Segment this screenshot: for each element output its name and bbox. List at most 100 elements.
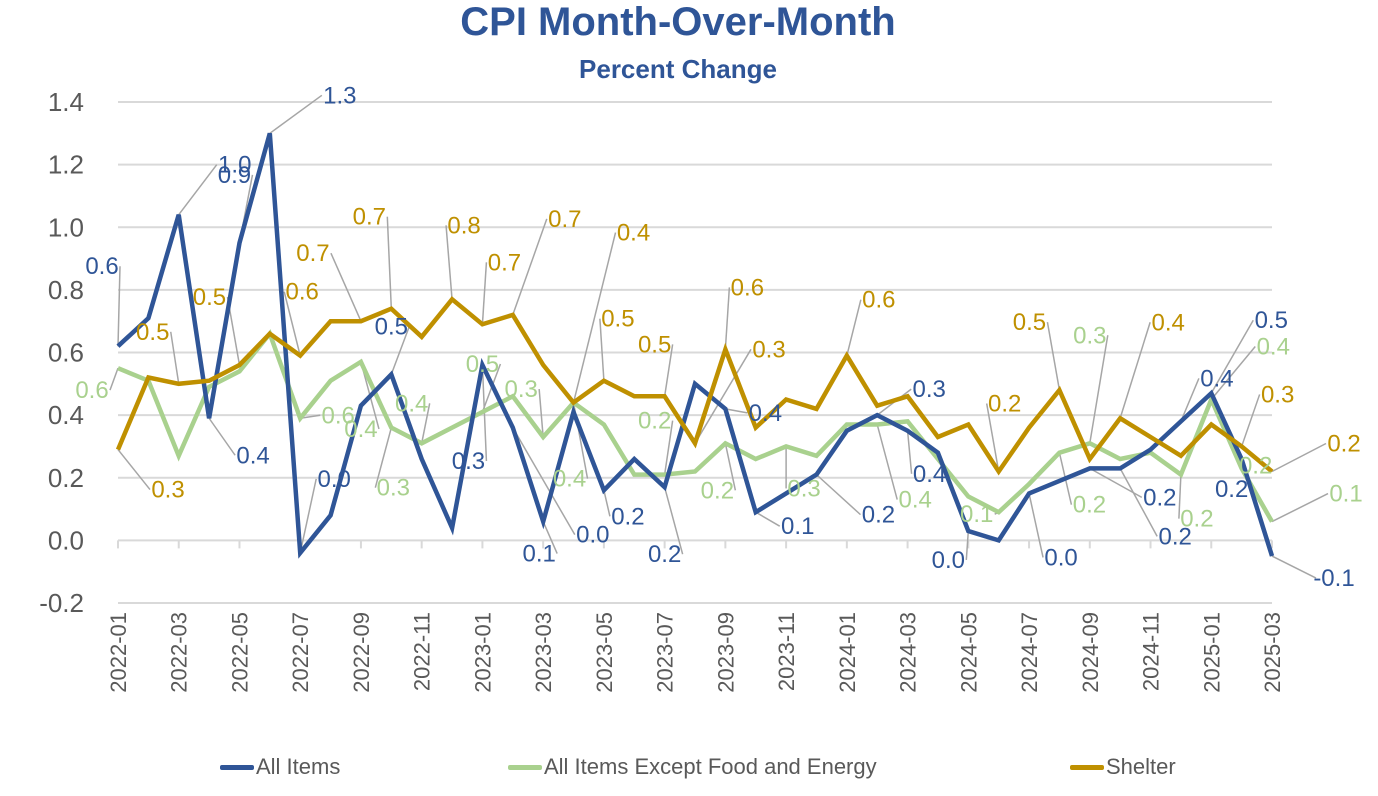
data-label: 0.6 [322, 402, 355, 429]
data-label: 0.5 [601, 306, 634, 333]
x-tick-label: 2025-03 [1260, 612, 1285, 693]
label-leader-line [117, 449, 151, 491]
data-label: 0.2 [701, 477, 734, 504]
data-label: 0.4 [1200, 365, 1233, 392]
data-label: 1.3 [323, 82, 356, 109]
data-label: 0.3 [1261, 381, 1294, 408]
legend-swatch-core [508, 764, 542, 770]
label-leader-line [1178, 474, 1182, 519]
data-label: 0.3 [452, 448, 485, 475]
data-label: 0.3 [787, 475, 820, 502]
data-label: 0.8 [447, 212, 480, 239]
data-label: 0.7 [548, 206, 581, 233]
label-leader-line [512, 218, 548, 316]
label-leader-line [1046, 321, 1061, 391]
label-leader-line [572, 232, 617, 403]
legend-label: Shelter [1106, 754, 1176, 779]
data-label: 0.2 [1215, 476, 1248, 503]
chart-title: CPI Month-Over-Month [460, 0, 896, 44]
label-leader-line [724, 443, 737, 491]
data-label: 0.5 [1255, 307, 1288, 334]
x-tick-label: 2023-11 [774, 612, 799, 691]
data-label: 0.9 [218, 162, 251, 189]
y-tick-label: 0.4 [48, 400, 84, 430]
x-tick-label: 2023-07 [653, 612, 678, 693]
label-leader-line [599, 318, 605, 381]
label-leader-line [876, 424, 898, 500]
label-leader-line [815, 474, 861, 516]
x-tick-label: 2023-09 [713, 612, 738, 693]
data-label: 0.2 [1158, 523, 1191, 550]
label-leader-line [117, 266, 121, 347]
series-line-all-items-except-food-and-energy [117, 329, 1274, 523]
label-leader-line [1089, 335, 1109, 444]
data-label: 0.1 [522, 541, 555, 568]
label-leader-line [1119, 322, 1151, 419]
x-tick-label: 2023-03 [531, 612, 556, 693]
label-leader-line [481, 262, 488, 325]
data-label: 0.4 [236, 442, 269, 469]
x-tick-label: 2024-01 [835, 612, 860, 693]
label-leader-line [178, 164, 218, 216]
x-tick-label: 2022-05 [227, 612, 252, 693]
label-leader-line [1271, 492, 1329, 523]
data-label: 0.5 [136, 319, 169, 346]
data-label: 0.2 [648, 541, 681, 568]
data-label: 0.2 [638, 408, 671, 435]
data-label: 0.5 [1013, 309, 1046, 336]
data-label: 0.4 [553, 466, 586, 493]
data-label: 0.1 [1329, 481, 1362, 508]
label-leader-line [724, 287, 731, 350]
data-label: 0.6 [75, 377, 108, 404]
data-label: 0.2 [1073, 492, 1106, 519]
x-tick-label: 2023-01 [470, 612, 495, 693]
label-leader-line [374, 427, 393, 488]
label-leader-line [512, 427, 576, 536]
data-label: 0.0 [318, 466, 351, 493]
y-tick-label: 0.0 [48, 525, 84, 555]
x-tick-label: 2022-07 [288, 612, 313, 693]
label-leader-line [663, 344, 674, 397]
data-label: 0.2 [988, 390, 1021, 417]
label-leader-line [109, 367, 119, 391]
y-tick-label: 0.8 [48, 275, 84, 305]
data-label: 0.6 [731, 274, 764, 301]
legend-item-all-items: All Items [220, 754, 340, 780]
data-label: 0.3 [377, 475, 410, 502]
legend-item-core: All Items Except Food and Energy [508, 754, 877, 780]
label-leader-lines [109, 94, 1329, 579]
x-tick-label: 2024-07 [1017, 612, 1042, 693]
label-leader-line [538, 388, 544, 438]
data-label: 0.0 [1044, 544, 1077, 571]
label-leader-line [603, 490, 611, 517]
y-tick-label: 1.4 [48, 87, 84, 117]
label-leader-line [1271, 442, 1327, 473]
x-tick-label: 2022-11 [410, 612, 435, 691]
label-leader-line [169, 331, 180, 384]
y-tick-label: 1.0 [48, 212, 84, 242]
label-leader-line [299, 478, 317, 554]
data-label: 0.5 [193, 284, 226, 311]
data-label: 0.2 [1239, 452, 1272, 479]
series-lines [115, 132, 1275, 559]
data-label: 0.3 [504, 376, 537, 403]
legend-swatch-shelter [1070, 764, 1104, 770]
data-label: 0.2 [1143, 484, 1176, 511]
label-leader-line [846, 299, 862, 356]
label-leader-line [208, 417, 236, 456]
label-leader-line [1210, 345, 1256, 400]
data-label: 0.2 [1180, 506, 1213, 533]
data-label: 0.3 [1073, 322, 1106, 349]
x-tick-label: 2025-01 [1199, 612, 1224, 693]
x-tick-label: 2024-09 [1078, 612, 1103, 693]
data-label: 0.4 [1151, 309, 1184, 336]
label-leader-line [1240, 394, 1261, 447]
data-label: 1.0 [218, 152, 251, 179]
data-label: 0.3 [151, 477, 184, 504]
data-label: 0.5 [638, 331, 671, 358]
data-label: 0.4 [749, 400, 782, 427]
data-label: 0.4 [1257, 333, 1290, 360]
label-leader-line [1271, 555, 1317, 579]
label-leader-line [906, 430, 913, 474]
